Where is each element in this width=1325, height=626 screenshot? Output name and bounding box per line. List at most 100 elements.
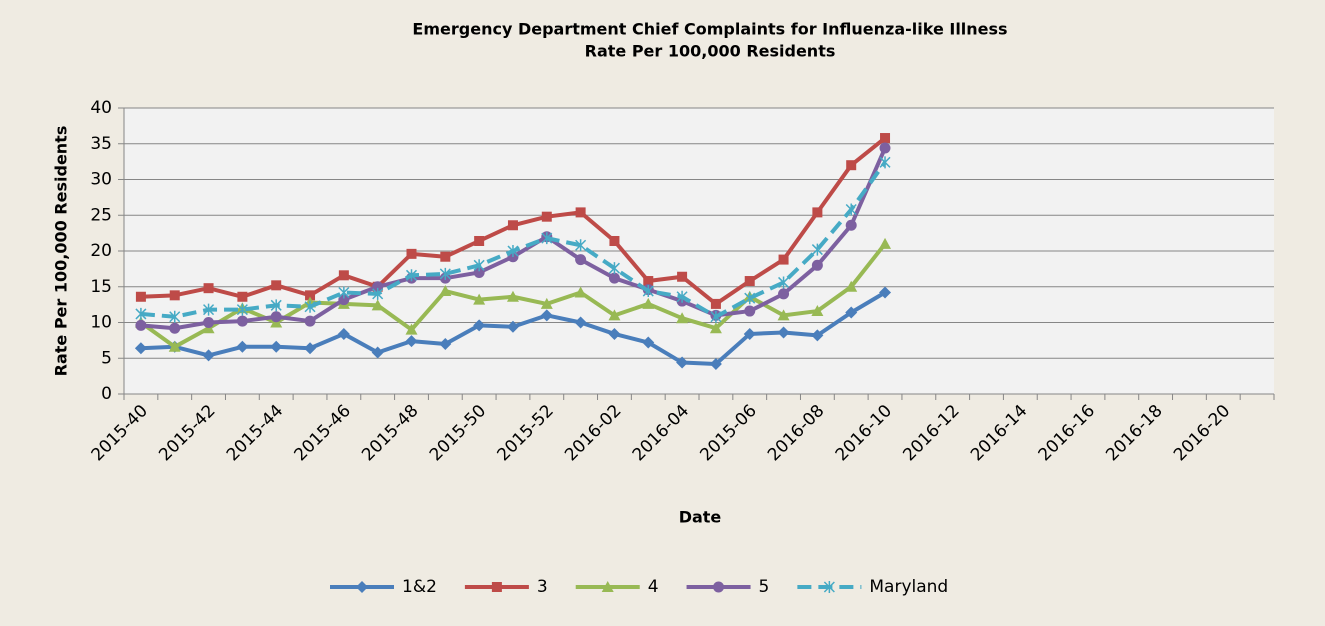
marker — [845, 203, 857, 216]
marker — [744, 276, 755, 287]
marker — [507, 245, 519, 257]
marker — [744, 305, 756, 317]
legend: 1&2 3 4 5 Maryland — [330, 577, 948, 597]
marker — [135, 291, 146, 302]
x-tick-label: 2016-18 — [1102, 401, 1166, 465]
marker — [439, 267, 451, 280]
marker — [574, 286, 587, 298]
chart-title: Emergency Department Chief Complaints fo… — [412, 20, 1007, 39]
marker — [134, 342, 147, 355]
marker — [337, 327, 350, 340]
y-tick-label: 40 — [90, 98, 112, 118]
legend-label: 4 — [648, 577, 659, 597]
marker — [304, 342, 317, 355]
chart-subtitle: Rate Per 100,000 Residents — [585, 42, 836, 61]
marker — [491, 582, 502, 592]
marker — [642, 336, 655, 349]
marker — [338, 270, 349, 281]
x-tick-label: 2016-02 — [561, 401, 625, 465]
marker — [237, 291, 248, 302]
marker — [203, 317, 215, 328]
legend-label: Maryland — [869, 577, 948, 597]
marker — [540, 297, 553, 309]
marker — [812, 207, 823, 218]
marker — [270, 311, 282, 323]
marker — [270, 299, 282, 312]
x-tick-label: 2016-04 — [629, 401, 693, 465]
y-tick-label: 0 — [101, 384, 112, 404]
marker — [541, 211, 552, 222]
marker — [304, 315, 316, 327]
x-tick-label: 2015-52 — [493, 401, 557, 465]
marker — [811, 329, 824, 342]
marker — [169, 310, 181, 323]
marker — [236, 340, 249, 353]
marker — [778, 254, 789, 265]
marker — [304, 300, 316, 313]
marker — [305, 290, 316, 301]
marker — [371, 299, 384, 311]
marker — [811, 259, 823, 271]
marker — [203, 303, 215, 316]
marker — [823, 581, 835, 593]
marker — [575, 254, 587, 266]
x-tick-label: 2016-20 — [1170, 401, 1234, 465]
marker — [880, 133, 891, 144]
marker — [676, 356, 689, 369]
marker — [135, 319, 147, 331]
marker — [169, 290, 180, 301]
marker — [676, 312, 689, 324]
marker — [845, 280, 858, 292]
marker — [642, 285, 654, 298]
x-tick-label: 2016-12 — [899, 401, 963, 465]
marker — [507, 220, 518, 231]
marker — [777, 326, 790, 339]
legend-label: 5 — [759, 577, 770, 597]
marker — [676, 290, 688, 303]
marker — [406, 248, 417, 259]
y-tick-label: 30 — [90, 170, 112, 190]
marker — [356, 581, 368, 593]
marker — [440, 251, 451, 262]
marker — [709, 357, 722, 370]
marker — [506, 290, 519, 302]
marker — [338, 294, 350, 306]
x-tick-label: 2016-14 — [967, 401, 1031, 465]
marker — [608, 262, 620, 275]
marker — [202, 349, 215, 362]
marker — [642, 297, 655, 309]
y-tick-label: 25 — [90, 205, 112, 225]
x-tick-label: 2015-06 — [696, 401, 760, 465]
marker — [608, 309, 621, 321]
marker — [574, 316, 587, 329]
marker — [677, 271, 688, 282]
marker — [168, 340, 181, 352]
x-tick-label: 2015-48 — [358, 401, 422, 465]
marker — [743, 327, 756, 340]
x-tick-label: 2015-46 — [291, 401, 355, 465]
marker — [609, 235, 620, 246]
y-axis-title: Rate Per 100,000 Residents — [52, 126, 71, 377]
marker — [845, 219, 857, 231]
marker — [845, 306, 858, 319]
marker — [439, 337, 452, 350]
marker — [879, 156, 891, 169]
marker — [879, 237, 892, 249]
marker — [372, 281, 384, 293]
marker — [371, 346, 384, 359]
marker — [608, 272, 620, 284]
marker — [169, 322, 181, 334]
marker — [846, 160, 857, 171]
marker — [473, 266, 485, 278]
y-tick-label: 10 — [90, 313, 112, 333]
x-axis-title: Date — [679, 508, 722, 527]
marker — [710, 310, 722, 323]
marker — [271, 280, 282, 291]
marker — [709, 322, 722, 334]
marker — [879, 286, 892, 299]
y-tick-label: 20 — [90, 241, 112, 261]
x-tick-label: 2016-08 — [764, 401, 828, 465]
marker — [405, 335, 418, 348]
